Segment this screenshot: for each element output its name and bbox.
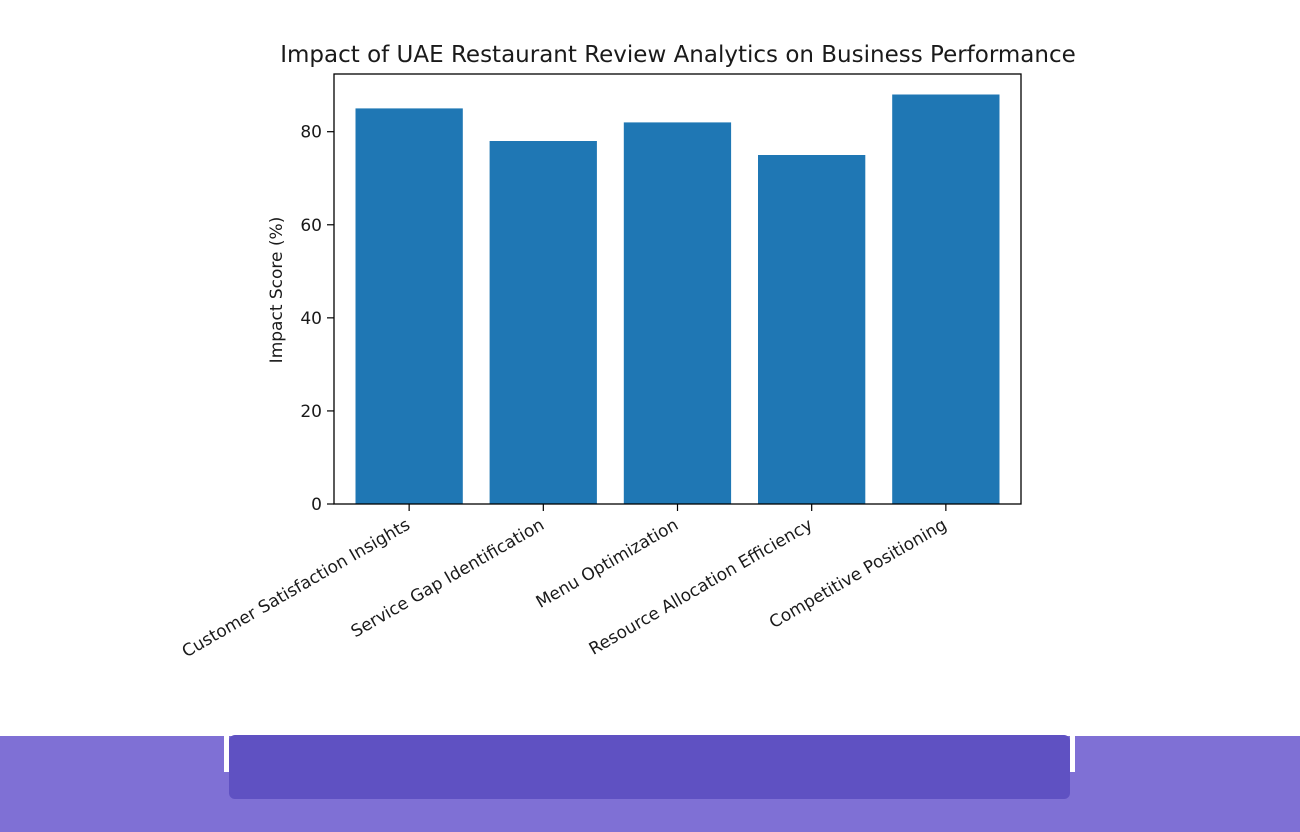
footer-left-panel [0,736,224,772]
x-tick-label: Customer Satisfaction Insights [179,515,414,662]
y-axis-ticks: 0 20 40 60 80 [300,123,334,515]
y-tick-label: 20 [300,402,322,422]
chart-title: Impact of UAE Restaurant Review Analytic… [280,42,1076,68]
footer-bar [229,735,1070,799]
bar-chart: Impact of UAE Restaurant Review Analytic… [179,42,1076,662]
footer-divider-right [1070,736,1075,772]
bar [355,108,463,505]
bar [489,141,597,504]
plot-area-frame [333,73,1022,505]
x-tick-label: Menu Optimization [533,515,682,613]
y-tick-label: 60 [300,216,322,236]
bar [892,94,1000,504]
bars-group [355,94,1000,505]
footer-divider-left [224,736,229,772]
x-tick-label: Resource Allocation Efficiency [586,515,816,660]
y-tick-label: 80 [300,123,322,143]
y-tick-label: 0 [311,495,322,515]
y-axis-label: Impact Score (%) [267,217,287,364]
bar [623,122,732,505]
y-tick-label: 40 [300,309,322,329]
bar [758,155,866,504]
